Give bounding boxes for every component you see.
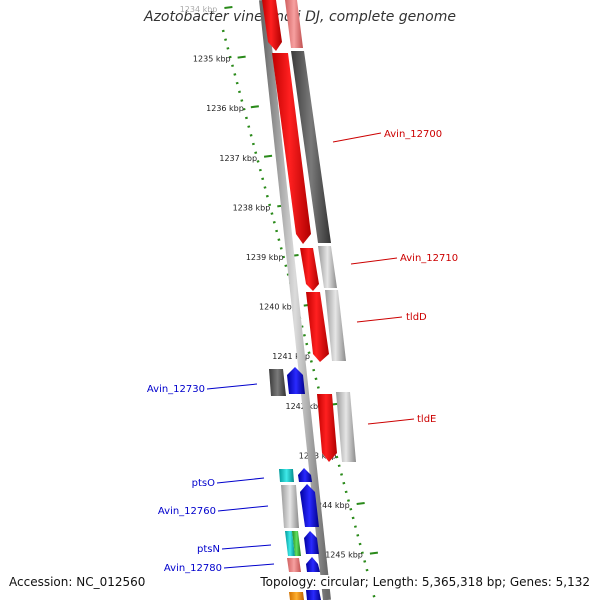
gene-label-ptsn[interactable]: ptsN <box>197 544 220 555</box>
gene-label-avin-12710[interactable]: Avin_12710 <box>400 253 458 264</box>
gene-arrow-avin-12760-gray[interactable] <box>281 485 299 528</box>
genome-backbone <box>259 0 331 600</box>
gene-label-tldd[interactable]: tldD <box>406 312 427 323</box>
ruler-tick-label: 1245 kbp <box>325 551 363 560</box>
gene-arrow-avin-12780-salmon[interactable] <box>287 558 301 572</box>
gene-arrow-ptsn-green[interactable] <box>292 531 301 556</box>
gene-arrow-bottom-blue[interactable] <box>306 590 321 600</box>
ruler-tick-label: 1237 kbp <box>219 154 257 163</box>
gene-arrow-tldd-red[interactable] <box>306 292 329 362</box>
gene-arrow-ptso-cyan[interactable] <box>279 469 294 482</box>
topology-label: Topology: circular; Length: 5,365,318 bp… <box>260 575 590 589</box>
leader-line-avin-12730 <box>206 383 258 390</box>
gene-arrow-avin-12730-gray[interactable] <box>269 369 286 396</box>
gene-label-tlde[interactable]: tldE <box>417 414 436 425</box>
accession-label: Accession: NC_012560 <box>9 575 146 589</box>
ruler-tick-label: 1236 kbp <box>206 104 244 113</box>
leader-line-avin-12780 <box>223 563 275 569</box>
gene-label-avin-12730[interactable]: Avin_12730 <box>147 384 205 395</box>
leader-line-avin-12710 <box>350 257 398 265</box>
leader-line-tlde <box>367 418 415 425</box>
gene-label-avin-12700[interactable]: Avin_12700 <box>384 129 442 140</box>
gene-arrow-tldd-gray[interactable] <box>325 290 346 361</box>
ruler-tick-label: 1240 kbp <box>259 303 297 312</box>
map-title: Azotobacter vinelandii DJ, complete geno… <box>144 9 456 25</box>
ruler-tick-label: 1235 kbp <box>193 55 231 64</box>
gene-features <box>262 0 356 600</box>
gene-arrow-avin-12710-gray[interactable] <box>318 246 337 288</box>
gene-arrow-avin-12760-blue[interactable] <box>300 484 319 527</box>
leader-line-tldd <box>356 316 403 323</box>
gene-label-avin-12780[interactable]: Avin_12780 <box>164 563 222 574</box>
ruler-tick <box>263 154 273 158</box>
ruler-tick-label: 1243 kbp <box>299 451 337 460</box>
gene-arrow-ptso-blue[interactable] <box>298 468 312 482</box>
gene-arrow-bottom-orange[interactable] <box>289 592 304 600</box>
leader-line-avin-12760 <box>217 505 269 512</box>
gene-arrow-forward-top-salmon[interactable] <box>285 0 303 48</box>
gene-arrow-tlde-red[interactable] <box>317 394 337 462</box>
gene-labels: Avin_12700 Avin_12710 tldD tldE Avin_127… <box>147 129 458 574</box>
leader-line-ptso <box>216 477 265 484</box>
ruler-tick-label: 1241 kbp <box>272 352 310 361</box>
gene-arrow-avin-12710-red[interactable] <box>300 248 319 291</box>
leader-line-ptsn <box>221 544 272 550</box>
gene-arrow-avin-12780-blue[interactable] <box>306 557 320 572</box>
ruler-tick-label: 1234 kbp <box>180 5 218 14</box>
ruler-tick-label: 1244 kbp <box>312 501 350 510</box>
ruler-tick <box>356 502 365 505</box>
gene-arrow-tlde-gray[interactable] <box>336 392 356 462</box>
gene-arrow-forward-top[interactable] <box>262 0 282 51</box>
leader-line-avin-12700 <box>332 132 382 143</box>
ruler-tick <box>237 55 246 59</box>
gene-arrow-ptsn-blue[interactable] <box>304 531 319 554</box>
gene-arrow-ptsn-cyan[interactable] <box>285 531 295 556</box>
ruler-tick-label: 1238 kbp <box>233 203 271 212</box>
gene-arrow-avin-12730-blue[interactable] <box>287 367 305 394</box>
gene-label-ptso[interactable]: ptsO <box>192 478 215 489</box>
gene-arrow-avin-12700-red[interactable] <box>272 53 311 244</box>
gene-arrow-avin-12700-gray[interactable] <box>291 51 331 243</box>
ruler-tick <box>369 551 379 555</box>
ruler-tick <box>250 105 259 109</box>
gene-label-avin-12760[interactable]: Avin_12760 <box>158 506 216 517</box>
ruler-tick <box>224 6 233 9</box>
ruler-tick-label: 1239 kbp <box>246 253 284 262</box>
